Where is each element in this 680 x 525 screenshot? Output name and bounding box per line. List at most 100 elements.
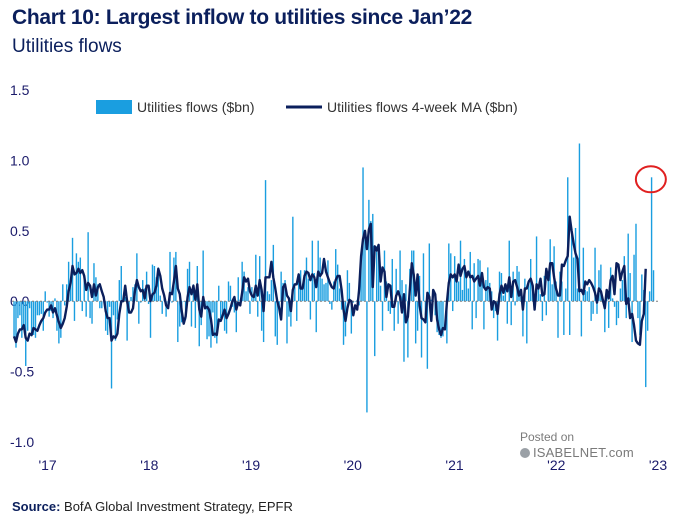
flow-bar: [331, 301, 333, 310]
flow-bar: [338, 288, 341, 302]
flow-bar: [147, 301, 150, 305]
flow-bar: [77, 261, 80, 302]
flow-bar: [526, 301, 528, 344]
flow-bar: [54, 298, 56, 302]
flow-bar: [245, 291, 247, 302]
flow-bar: [227, 281, 230, 302]
flow-bar: [179, 301, 181, 327]
flow-bar: [594, 247, 596, 302]
flow-bar: [223, 301, 226, 331]
flow-bar: [297, 274, 300, 302]
flow-bar: [212, 301, 214, 313]
source-text: BofA Global Investment Strategy, EPFR: [64, 499, 293, 514]
flow-bar: [104, 301, 107, 331]
flow-bar: [288, 301, 290, 317]
flow-bar: [586, 291, 588, 302]
flow-bar: [26, 301, 29, 331]
x-tick-label: '17: [38, 457, 56, 473]
flow-bar: [13, 301, 15, 337]
flow-bar: [578, 143, 581, 302]
flow-bar: [336, 264, 339, 302]
flow-bar: [216, 301, 218, 344]
legend-swatch-bars: [96, 100, 132, 114]
flow-bar: [547, 273, 549, 302]
flow-bar: [389, 301, 392, 314]
flow-bar: [399, 250, 401, 302]
flow-bar: [165, 301, 167, 317]
flow-bar: [590, 301, 592, 321]
flow-bar: [598, 270, 600, 302]
flow-bar: [420, 301, 423, 358]
flow-bar: [206, 301, 208, 340]
flow-bar: [611, 298, 614, 302]
flow-bar: [403, 301, 405, 362]
flow-bar: [508, 240, 510, 302]
flow-bar: [600, 264, 602, 302]
flow-bar: [108, 301, 111, 307]
flow-bar: [645, 301, 647, 388]
utilities-flows-chart: 1.51.00.50.0-0.5-1.0'17'18'19'20'21'22'2…: [10, 82, 667, 473]
flow-bar: [350, 301, 353, 334]
flow-bar: [241, 261, 243, 302]
flow-bar: [118, 280, 121, 302]
flow-bar: [442, 301, 444, 337]
flow-bar: [580, 301, 583, 337]
flow-bar: [481, 280, 483, 302]
flow-bar: [393, 301, 395, 331]
flow-bar: [32, 301, 35, 335]
flow-bar: [69, 280, 72, 302]
flow-bar: [621, 280, 624, 302]
y-tick-label: 1.5: [10, 82, 30, 98]
flow-bar: [627, 233, 629, 302]
flow-bar: [97, 284, 99, 302]
flow-bar: [73, 301, 76, 321]
flow-bar: [592, 301, 594, 314]
x-tick-label: '18: [140, 457, 158, 473]
flow-bar: [448, 243, 450, 302]
flow-bar: [30, 301, 33, 337]
flow-bar: [290, 301, 292, 327]
flow-bar: [471, 301, 473, 330]
flow-bar: [112, 301, 115, 316]
flow-bar: [124, 296, 126, 302]
flow-bar: [101, 301, 103, 309]
flow-bar: [64, 301, 66, 306]
watermark-line2: ISABELNET.com: [533, 445, 634, 460]
flow-bar: [541, 301, 544, 321]
flow-bar: [60, 301, 62, 338]
chart-title: Chart 10: Largest inflow to utilities si…: [12, 6, 472, 29]
flow-bar: [539, 294, 542, 302]
flow-bar: [177, 301, 179, 343]
flow-bar: [286, 301, 288, 344]
flow-bar: [229, 285, 232, 302]
flow-bar: [249, 301, 251, 314]
flow-bar: [169, 251, 171, 302]
flow-bar: [161, 301, 163, 314]
x-tick-label: '22: [547, 457, 565, 473]
flow-bar: [110, 301, 113, 389]
flow-bar: [34, 301, 37, 338]
flow-bar: [360, 254, 362, 302]
flow-bar: [28, 301, 31, 309]
flow-bar: [574, 227, 577, 302]
flow-bar: [120, 266, 122, 302]
flow-bar: [391, 258, 393, 302]
flow-bar: [313, 273, 315, 302]
legend-label-bars: Utilities flows ($bn): [137, 99, 254, 115]
flow-bar: [19, 301, 21, 316]
flow-bar: [75, 253, 78, 302]
flow-bar: [492, 301, 495, 319]
flow-bar: [87, 232, 89, 302]
flow-bar: [79, 257, 82, 302]
y-tick-label: 1.0: [10, 152, 30, 168]
flow-bar: [637, 301, 639, 319]
flow-bar: [650, 177, 653, 302]
chart-subtitle: Utilities flows: [12, 36, 122, 57]
flow-bar: [557, 301, 559, 338]
flow-bar: [294, 287, 296, 302]
flow-bar: [377, 253, 380, 302]
flow-bar: [416, 301, 419, 331]
flow-bar: [551, 284, 553, 302]
flow-bar: [465, 274, 468, 302]
flow-bar: [452, 301, 454, 312]
